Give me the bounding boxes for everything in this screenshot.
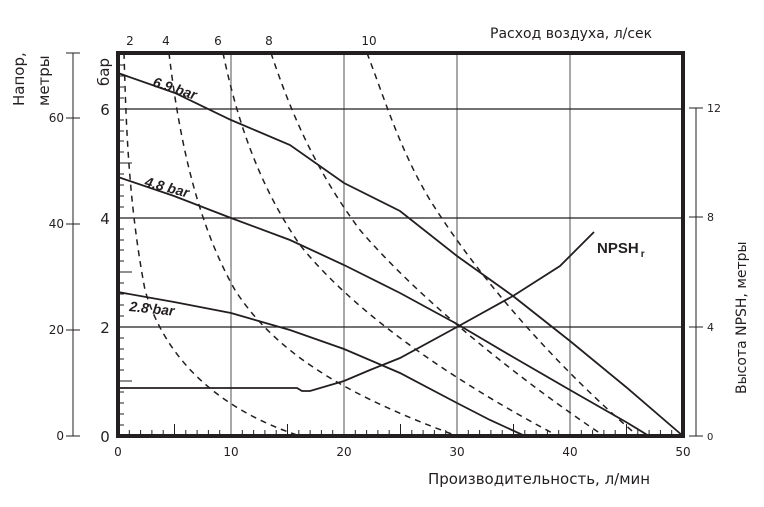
air-curve-10 [366, 52, 639, 437]
air-consumption-curves [123, 52, 639, 437]
air-curve-8 [270, 52, 605, 437]
meters-axis [66, 52, 80, 437]
x-tick: 10 [223, 445, 238, 459]
label-npshr: NPSH r [597, 240, 645, 260]
top-tick: 4 [162, 34, 170, 48]
top-tick: 2 [126, 34, 134, 48]
left-axis-title-1: Напор, [10, 52, 28, 106]
curve-6-9-bar [117, 72, 684, 437]
npsh-main: NPSH [597, 240, 639, 257]
npsh-tick: 12 [707, 102, 721, 115]
bar-tick: 6 [100, 101, 110, 119]
curve-2-8-bar [117, 291, 526, 437]
right-axis-title: Высота NPSH, метры [734, 241, 750, 394]
top-tick-labels: 2 4 6 8 10 [126, 34, 376, 48]
top-axis-title: Расход воздуха, л/сек [490, 26, 652, 42]
air-curve-2 [123, 52, 301, 437]
bar-axis-title: бар [95, 58, 113, 86]
left-axis-title-2: метры [35, 55, 53, 106]
x-tick: 20 [336, 445, 351, 459]
npsh-sub: r [641, 249, 645, 260]
top-tick: 10 [361, 34, 376, 48]
meters-tick-labels: 0 20 40 60 [49, 111, 64, 443]
x-tick: 0 [114, 445, 122, 459]
pressure-curves [117, 72, 684, 437]
bar-tick-labels: 0 2 4 6 [100, 101, 110, 446]
meters-tick: 20 [49, 323, 64, 337]
curve-4-8-bar [117, 176, 650, 437]
meters-tick: 0 [56, 429, 64, 443]
npsh-tick: 4 [707, 321, 714, 334]
grid [118, 53, 683, 436]
x-tick-labels: 0 10 20 30 40 50 [114, 445, 690, 459]
x-tick: 50 [675, 445, 690, 459]
label-2-8-bar: 2.8 bar [128, 298, 177, 319]
bar-tick: 2 [100, 319, 110, 337]
npsh-tick-labels: 0 4 8 12 [707, 102, 721, 443]
plot-frame [116, 51, 685, 438]
air-curve-6 [222, 52, 559, 437]
npsh-tick: 0 [707, 432, 713, 443]
top-tick: 8 [265, 34, 273, 48]
bar-tick: 0 [100, 428, 110, 446]
top-tick: 6 [214, 34, 222, 48]
meters-tick: 40 [49, 217, 64, 231]
x-axis-title: Производительность, л/мин [428, 470, 650, 488]
x-tick: 30 [449, 445, 464, 459]
label-4-8-bar: 4.8 bar [142, 173, 192, 201]
y-minor-ticks [118, 64, 132, 426]
npsh-tick: 8 [707, 211, 714, 224]
air-curve-4 [168, 52, 458, 437]
x-tick: 40 [562, 445, 577, 459]
curve-npshr [118, 231, 595, 392]
bar-tick: 4 [100, 210, 110, 228]
npsh-axis [689, 107, 703, 437]
meters-tick: 60 [49, 111, 64, 125]
